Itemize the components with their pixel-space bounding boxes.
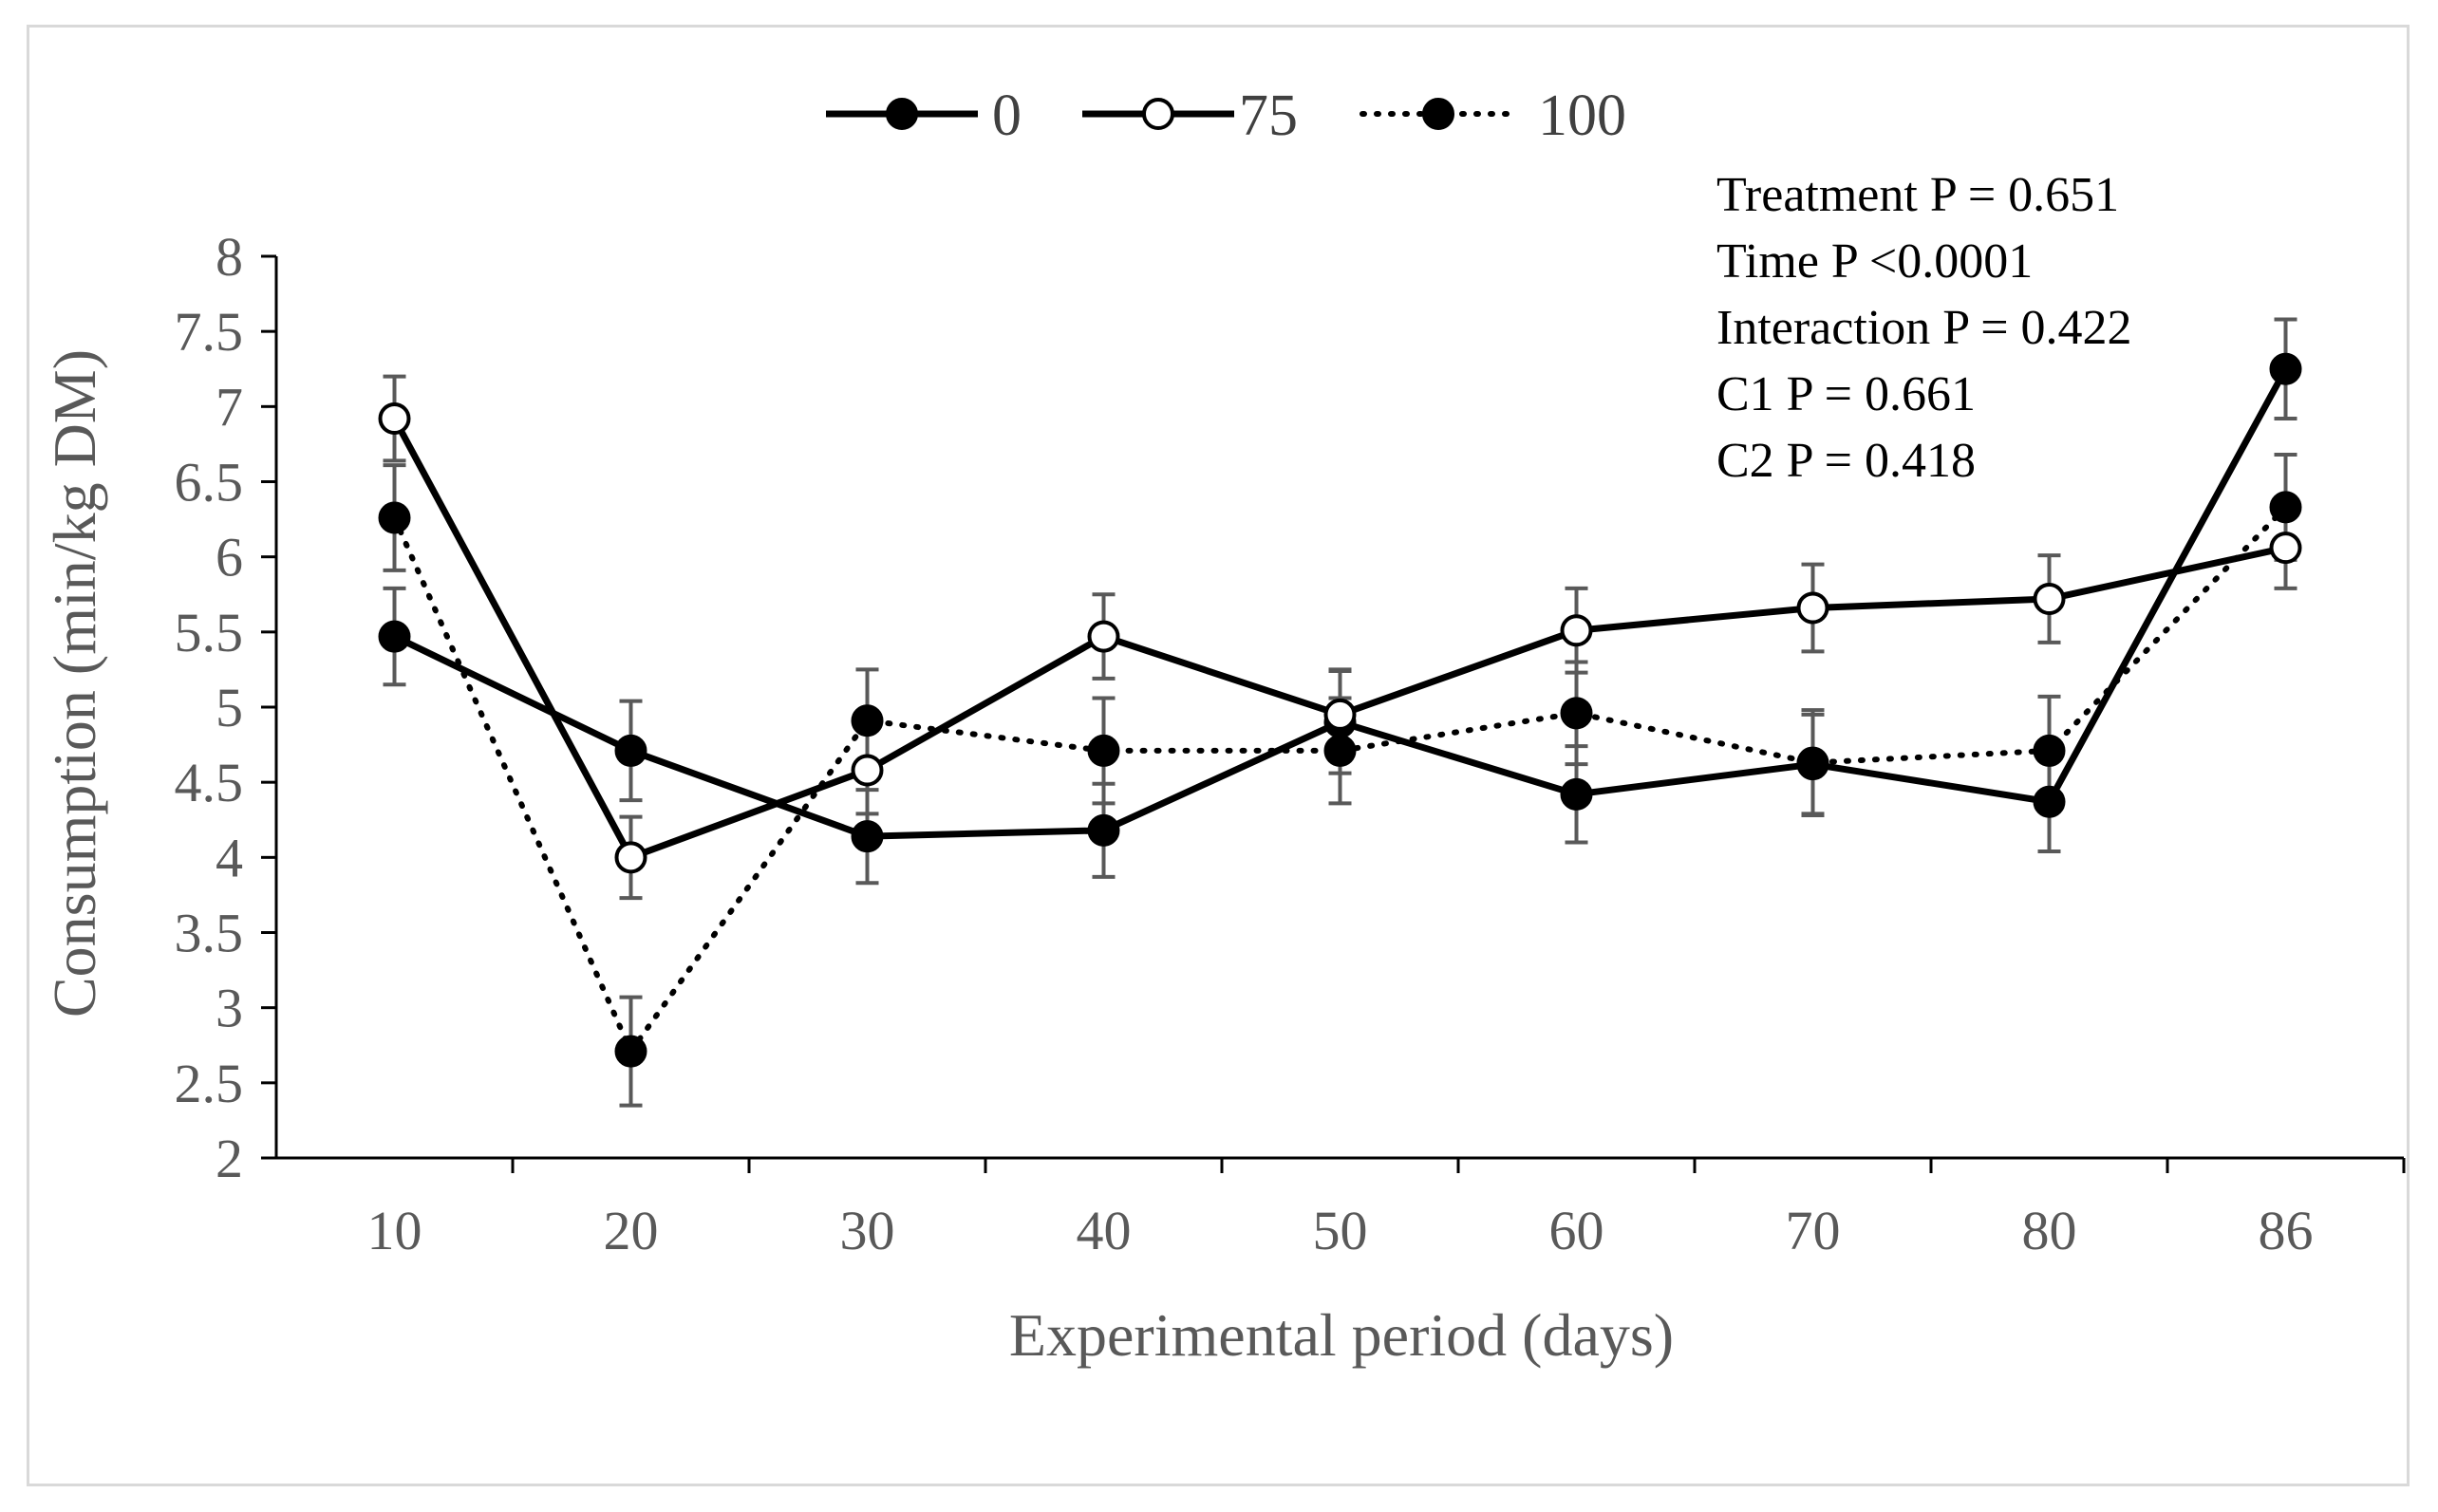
markers <box>378 352 2302 1068</box>
data-point-100 <box>614 1035 647 1068</box>
x-tick-label: 20 <box>604 1200 659 1261</box>
y-tick-label: 5 <box>216 677 243 738</box>
data-point-75 <box>614 841 647 874</box>
legend-marker-0 <box>886 98 918 130</box>
data-point-100 <box>2269 491 2302 524</box>
data-point-100 <box>1087 734 1120 767</box>
x-tick-label: 40 <box>1077 1200 1132 1261</box>
tick-labels: 2 2.5 3 3.5 4 4.5 5 5.5 6 6.5 7 7.5 8 10 20 30 40 50 60 70 8… <box>175 226 2314 1261</box>
data-point-100 <box>2033 734 2066 767</box>
x-tick-label: 86 <box>2259 1200 2314 1261</box>
y-tick-label: 5.5 <box>175 602 244 663</box>
legend: 0 75 100 <box>826 84 1626 148</box>
x-tick-label: 30 <box>840 1200 895 1261</box>
stat-annotation: C1 P = 0.661 <box>1716 367 1976 421</box>
stat-annotation: Time P <0.0001 <box>1716 234 2033 289</box>
data-point-0 <box>614 734 647 767</box>
data-point-100 <box>1323 734 1357 767</box>
y-tick-label: 3.5 <box>175 903 244 964</box>
legend-label-75: 75 <box>1239 84 1298 148</box>
data-point-0 <box>1087 813 1120 847</box>
y-tick-label: 7.5 <box>175 301 244 363</box>
data-point-75 <box>1323 698 1357 731</box>
y-tick-label: 4.5 <box>175 752 244 813</box>
data-point-0 <box>378 620 411 653</box>
y-tick-label: 6.5 <box>175 452 244 513</box>
stat-annotation: Interaction P = 0.422 <box>1716 301 2132 355</box>
data-point-0 <box>2033 785 2066 818</box>
y-axis-title: Consumption (min/kg DM) <box>41 349 108 1017</box>
x-tick-label: 50 <box>1313 1200 1368 1261</box>
annotations: Treatment P = 0.651 Time P <0.0001 Interac… <box>1716 168 2132 488</box>
legend-marker-75 <box>1142 98 1174 130</box>
data-point-0 <box>1560 777 1593 811</box>
data-point-100 <box>378 501 411 534</box>
x-tick-label: 10 <box>367 1200 422 1261</box>
y-tick-label: 4 <box>216 827 243 888</box>
data-point-100 <box>1560 697 1593 730</box>
data-point-75 <box>1560 614 1593 647</box>
axes <box>261 254 2406 1173</box>
stat-annotation: C2 P = 0.418 <box>1716 434 1976 488</box>
data-point-0 <box>1796 748 1829 781</box>
chart-frame <box>27 25 2410 1486</box>
data-point-0 <box>2269 352 2302 385</box>
y-tick-label: 7 <box>216 376 243 438</box>
x-tick-label: 80 <box>2022 1200 2077 1261</box>
legend-marker-100 <box>1422 98 1454 130</box>
data-point-75 <box>378 402 411 435</box>
stat-annotation: Treatment P = 0.651 <box>1716 168 2119 222</box>
data-point-75 <box>851 754 884 787</box>
legend-label-100: 100 <box>1538 84 1626 148</box>
data-point-75 <box>2269 532 2302 565</box>
data-point-100 <box>851 704 884 737</box>
data-point-75 <box>1087 620 1120 653</box>
data-point-75 <box>1796 591 1829 625</box>
y-tick-label: 2.5 <box>175 1053 244 1114</box>
y-tick-label: 8 <box>216 226 243 288</box>
x-axis-title: Experimental period (days) <box>1009 1301 1674 1369</box>
data-point-75 <box>2033 583 2066 615</box>
data-point-0 <box>851 820 884 853</box>
y-tick-label: 3 <box>216 978 243 1039</box>
x-tick-label: 70 <box>1786 1200 1841 1261</box>
y-tick-label: 2 <box>216 1128 243 1189</box>
legend-label-0: 0 <box>992 84 1022 148</box>
y-tick-label: 6 <box>216 527 243 588</box>
x-tick-label: 60 <box>1549 1200 1604 1261</box>
